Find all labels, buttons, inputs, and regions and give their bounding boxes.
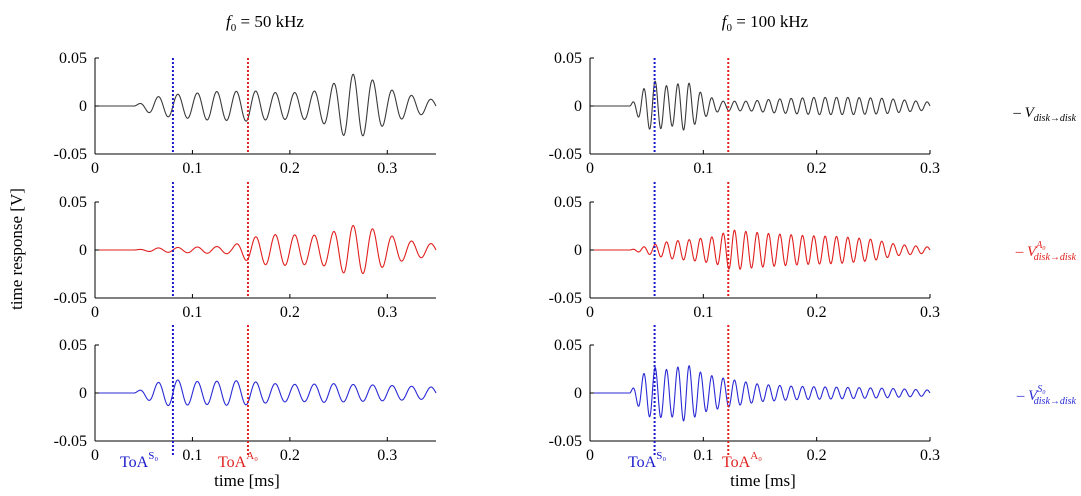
- y-tick-label: 0.05: [59, 194, 87, 211]
- x-tick-label: 0.1: [182, 304, 202, 321]
- x-tick-label: 0.2: [280, 160, 300, 177]
- y-tick-label: 0: [574, 98, 582, 115]
- series-line-0: [590, 229, 931, 270]
- x-axis-label-right: time [ms]: [730, 471, 796, 490]
- x-tick-label: 0.1: [693, 304, 713, 321]
- toa-a0-label-left: ToAA₀: [218, 450, 258, 471]
- x-tick-label: 0.2: [280, 447, 300, 464]
- series-line-0: [590, 80, 931, 131]
- legend-total: – Vdisk→disk: [1012, 105, 1076, 124]
- y-tick-label: 0: [79, 385, 87, 402]
- x-tick-label: 0: [91, 160, 99, 177]
- y-tick-label: -0.05: [54, 146, 87, 163]
- y-tick-label: -0.05: [54, 290, 87, 307]
- column-title-50khz: f0 = 50 kHz: [226, 12, 304, 34]
- toa-s0-label-left: ToAS₀: [120, 450, 158, 471]
- x-tick-label: 0.2: [807, 160, 827, 177]
- x-tick-label: 0.3: [377, 160, 397, 177]
- y-axis-label: time response [V]: [7, 188, 26, 310]
- column-title-100khz: f0 = 100 kHz: [722, 12, 809, 34]
- x-tick-label: 0: [91, 304, 99, 321]
- x-tick-label: 0.3: [377, 304, 397, 321]
- x-tick-label: 0.1: [182, 447, 202, 464]
- x-tick-label: 0.3: [920, 304, 940, 321]
- y-tick-label: 0: [574, 242, 582, 259]
- series-line-0: [95, 379, 437, 407]
- y-tick-label: 0: [79, 98, 87, 115]
- x-tick-label: 0: [91, 447, 99, 464]
- series-line-0: [95, 73, 437, 137]
- legend-s0: – VS₀ disk→disk: [1016, 384, 1077, 407]
- x-tick-label: 0.2: [280, 304, 300, 321]
- x-tick-label: 0.1: [693, 447, 713, 464]
- series-line-0: [95, 224, 437, 275]
- y-tick-label: 0.05: [59, 50, 87, 67]
- legend-a0: – VA₀ disk→disk: [1015, 240, 1077, 263]
- x-tick-label: 0.3: [377, 447, 397, 464]
- y-tick-label: -0.05: [54, 433, 87, 450]
- x-tick-label: 0.1: [182, 160, 202, 177]
- y-tick-label: -0.05: [549, 146, 582, 163]
- x-tick-label: 0: [586, 304, 594, 321]
- y-tick-label: 0.05: [59, 337, 87, 354]
- x-tick-label: 0.1: [693, 160, 713, 177]
- y-tick-label: 0: [574, 385, 582, 402]
- x-tick-label: 0.2: [807, 304, 827, 321]
- y-tick-label: -0.05: [549, 433, 582, 450]
- y-tick-label: 0: [79, 242, 87, 259]
- toa-s0-label-right: ToAS₀: [628, 450, 666, 471]
- x-tick-label: 0.3: [920, 447, 940, 464]
- x-axis-label-left: time [ms]: [214, 471, 280, 490]
- x-tick-label: 0.3: [920, 160, 940, 177]
- svg-text:– Vdisk→disk: – Vdisk→disk: [1012, 105, 1076, 124]
- x-tick-label: 0: [586, 447, 594, 464]
- y-tick-label: 0.05: [554, 337, 582, 354]
- series-line-0: [590, 365, 931, 422]
- x-tick-label: 0: [586, 160, 594, 177]
- x-tick-label: 0.2: [807, 447, 827, 464]
- y-tick-label: 0.05: [554, 50, 582, 67]
- y-tick-label: -0.05: [549, 290, 582, 307]
- toa-a0-label-right: ToAA₀: [722, 450, 762, 471]
- y-tick-label: 0.05: [554, 194, 582, 211]
